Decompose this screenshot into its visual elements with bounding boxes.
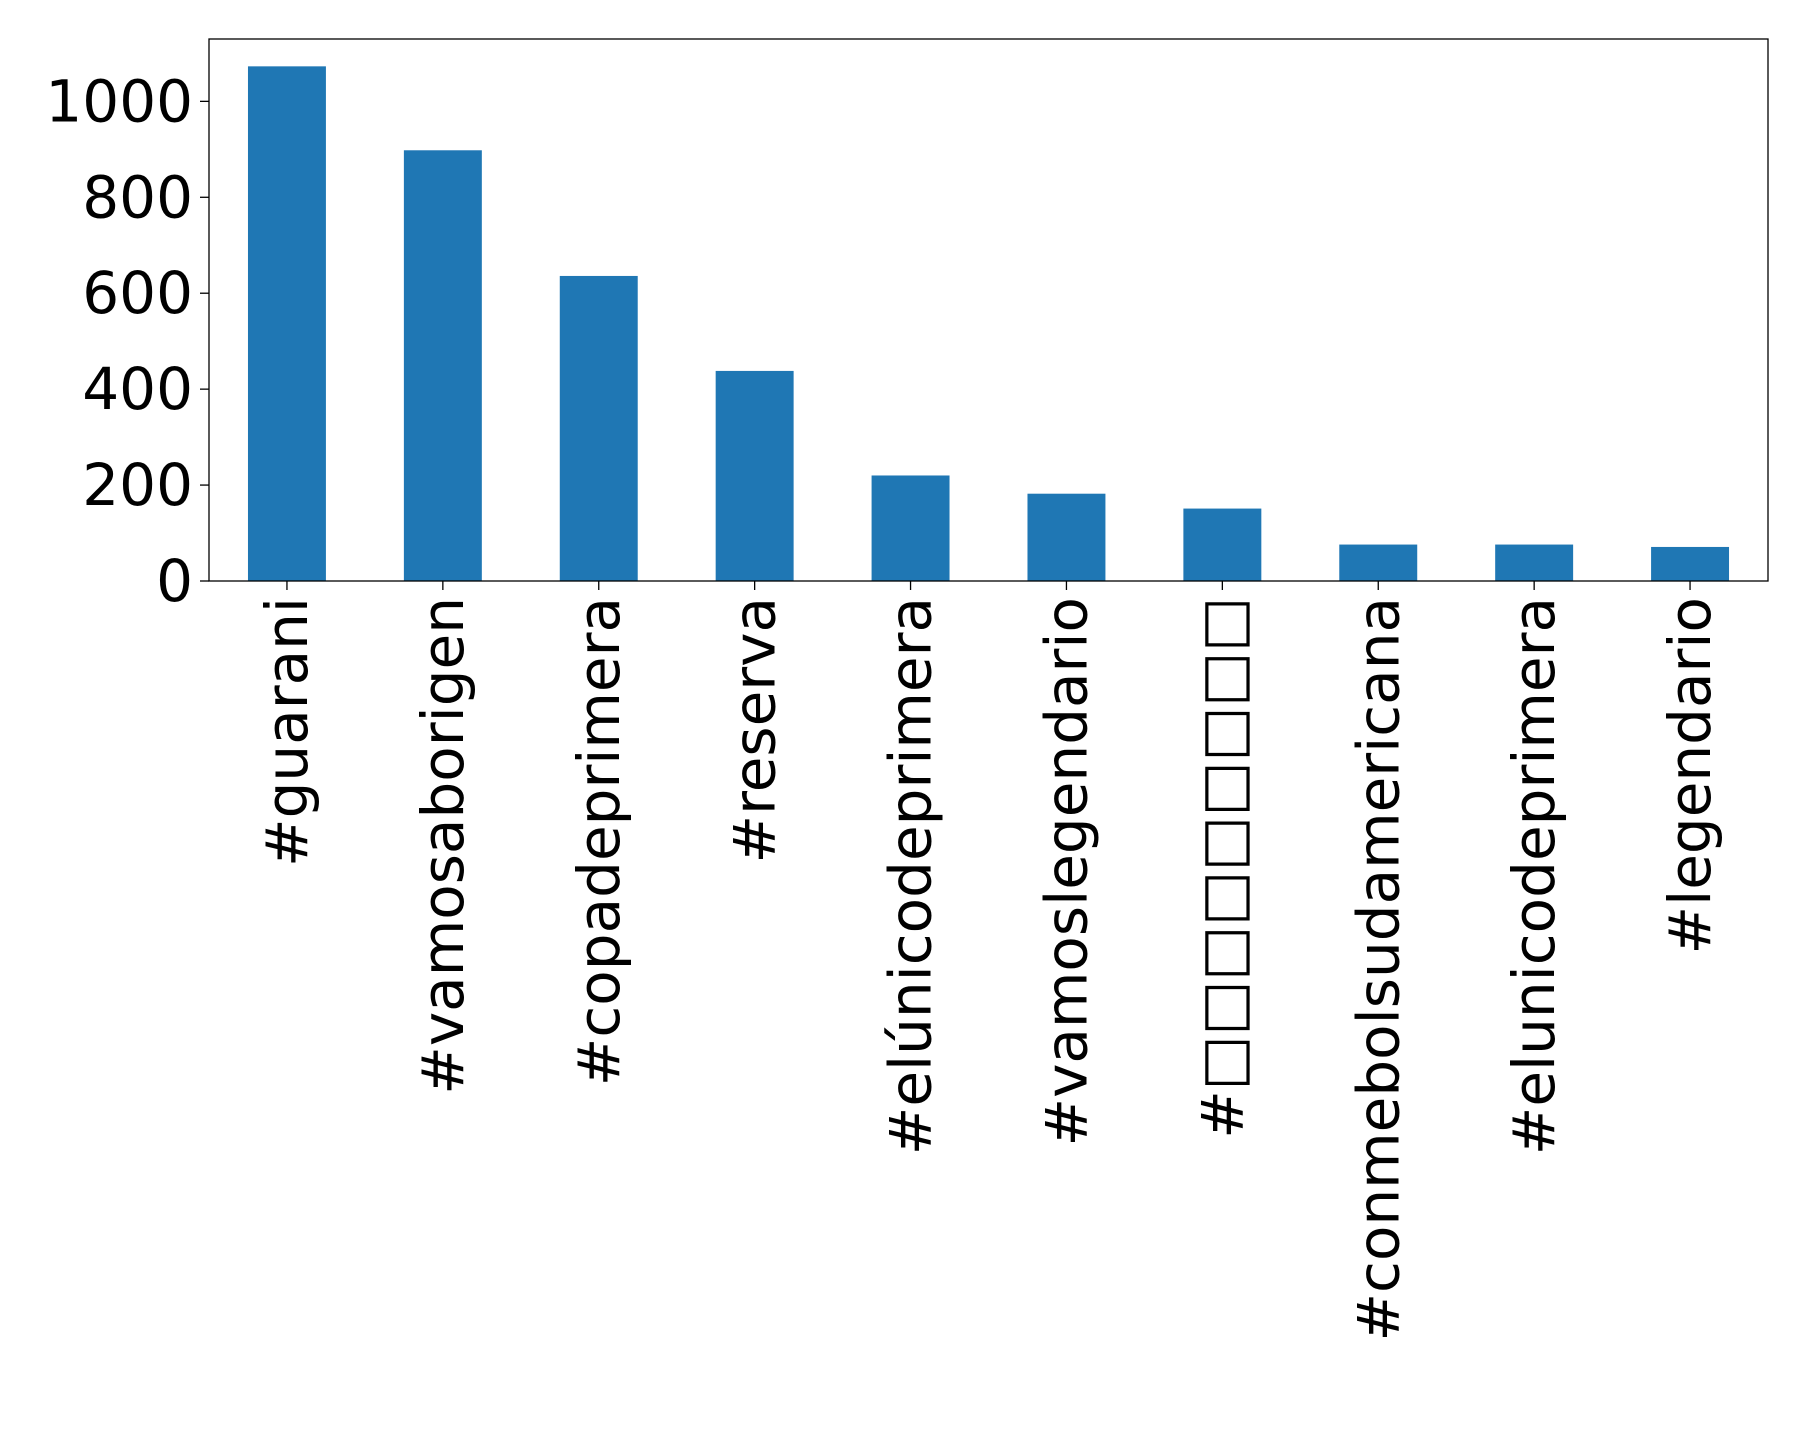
x-tick-label: #elunicodeprimera	[1500, 597, 1568, 1155]
y-tick-label: 400	[82, 355, 193, 423]
x-axis: #guarani #vamosaborigen #copadeprimera #res…	[253, 581, 1724, 1342]
bar-0	[247, 66, 326, 582]
plot-area-frame	[208, 38, 1769, 582]
bar-2	[559, 275, 638, 581]
x-tick-label: #vamoslegendario	[1032, 597, 1100, 1147]
x-tick-label: #guarani	[253, 597, 321, 867]
y-tick-label: 800	[82, 163, 193, 231]
bar-9	[1651, 546, 1730, 581]
bar-5	[1027, 493, 1106, 581]
y-tick-label: 200	[82, 451, 193, 519]
bar-1	[403, 150, 482, 581]
x-tick-label: #elúnicodeprimera	[877, 597, 945, 1155]
bar-4	[871, 475, 950, 581]
x-tick-label: #vamosaborigen	[409, 597, 477, 1095]
bar-7	[1339, 544, 1418, 581]
y-tick-label: 0	[156, 547, 193, 615]
y-tick-label: 600	[82, 259, 193, 327]
bar-8	[1495, 544, 1574, 581]
bars	[247, 66, 1730, 582]
x-tick-label: #copadeprimera	[565, 597, 633, 1086]
bar-6	[1183, 508, 1262, 581]
y-tick-label: 1000	[45, 67, 193, 135]
x-tick-label: #□□□□□□□□□	[1188, 597, 1256, 1139]
x-tick-label: #legendario	[1656, 597, 1724, 954]
y-axis: 0 200 400 600 800 1000	[45, 67, 209, 615]
bar-3	[715, 370, 794, 581]
x-tick-label: #reserva	[721, 597, 789, 863]
x-tick-label: #conmebolsudamericana	[1344, 597, 1412, 1342]
